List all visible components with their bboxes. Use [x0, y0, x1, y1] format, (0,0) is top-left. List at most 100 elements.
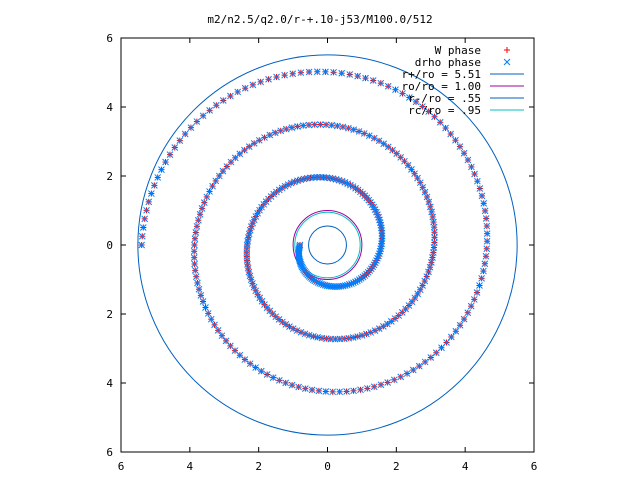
point-1-29 [316, 279, 324, 287]
point-1-387 [171, 144, 179, 151]
y-tick-label-6: 6 [106, 32, 113, 45]
point-1-160 [297, 328, 305, 336]
point-1-221 [384, 143, 392, 151]
point-1-348 [447, 130, 455, 138]
point-1-200 [431, 239, 438, 246]
legend-label-3: ro/ro = 1.00 [402, 80, 481, 93]
point-1-181 [387, 318, 395, 325]
circle-0 [137, 54, 518, 436]
point-1-179 [379, 323, 387, 330]
point-1-264 [192, 229, 200, 236]
point-1-252 [223, 163, 231, 170]
point-1-208 [425, 198, 433, 206]
point-1-213 [414, 174, 421, 182]
legend-label-0: W phase [435, 44, 481, 57]
point-1-173 [354, 333, 362, 340]
y-tick-label-1: 4 [106, 377, 113, 390]
point-1-370 [289, 70, 297, 78]
point-1-27 [313, 278, 320, 286]
point-1-234 [317, 121, 324, 128]
x-tick-label-0: 6 [118, 460, 125, 473]
point-1-365 [330, 68, 337, 76]
point-1-28 [314, 279, 322, 286]
point-1-140 [245, 268, 253, 276]
point-1-268 [190, 254, 198, 262]
point-1-72 [378, 227, 386, 234]
x-tick-label-3: 0 [324, 460, 331, 473]
point-1-294 [288, 381, 296, 389]
point-1-144 [250, 283, 258, 291]
legend-label-1: drho phase [415, 56, 481, 69]
point-1-277 [204, 310, 212, 317]
point-1-263 [193, 222, 201, 230]
point-1-46 [350, 279, 357, 287]
point-1-48 [354, 277, 361, 285]
point-1-394 [145, 198, 153, 206]
point-1-255 [212, 177, 220, 185]
point-1-47 [352, 278, 359, 286]
y-tick-label-3: 0 [106, 239, 113, 252]
point-1-74 [377, 221, 385, 229]
point-1-245 [255, 136, 263, 144]
point-1-321 [456, 321, 464, 329]
point-1-386 [176, 137, 184, 144]
point-1-323 [464, 309, 472, 317]
point-1-73 [378, 224, 385, 232]
point-1-310 [397, 373, 405, 381]
point-1-62 [375, 252, 382, 260]
point-1-379 [219, 97, 227, 104]
point-1-222 [380, 140, 388, 148]
point-1-364 [338, 69, 346, 77]
point-1-114 [278, 184, 286, 192]
point-1-358 [384, 82, 392, 90]
point-1-102 [316, 173, 324, 181]
y-tick-label-0: 6 [106, 446, 113, 459]
point-1-382 [199, 112, 207, 120]
point-1-155 [279, 318, 286, 326]
x-tick-label-4: 2 [393, 460, 400, 473]
point-1-361 [362, 74, 369, 82]
point-1-320 [452, 327, 460, 335]
point-1-180 [383, 320, 391, 328]
point-1-357 [392, 86, 399, 94]
point-1-350 [436, 118, 444, 126]
point-1-332 [483, 245, 491, 253]
point-1-260 [198, 205, 206, 212]
point-1-295 [295, 383, 303, 391]
point-1-209 [423, 193, 431, 201]
point-1-319 [447, 333, 455, 341]
point-1-210 [421, 188, 429, 196]
point-1-244 [261, 134, 268, 141]
point-1-193 [423, 273, 431, 280]
point-1-392 [150, 182, 158, 189]
point-1-223 [375, 137, 383, 145]
y-tick-label-4: 2 [106, 170, 113, 183]
point-1-226 [360, 130, 368, 137]
point-1-142 [247, 276, 255, 284]
point-1-342 [471, 170, 478, 178]
point-1-344 [464, 156, 472, 164]
point-1-269 [191, 260, 198, 268]
point-1-161 [301, 330, 309, 338]
radius-circles [137, 54, 518, 436]
point-1-388 [166, 151, 174, 159]
point-1-233 [322, 121, 330, 129]
point-1-143 [249, 280, 256, 287]
point-1-261 [196, 210, 204, 218]
point-1-227 [355, 128, 363, 135]
point-1-389 [162, 158, 169, 166]
point-1-317 [438, 344, 445, 352]
point-1-188 [411, 294, 419, 302]
point-1-243 [266, 131, 274, 139]
point-1-381 [206, 107, 213, 114]
point-1-212 [416, 179, 424, 187]
point-1-162 [305, 331, 313, 339]
point-1-189 [414, 290, 422, 298]
point-1-147 [256, 294, 264, 302]
point-1-70 [378, 232, 386, 240]
point-1-333 [483, 237, 491, 245]
point-1-291 [269, 374, 277, 381]
legend-marker-0 [504, 47, 510, 53]
point-1-288 [252, 364, 259, 371]
